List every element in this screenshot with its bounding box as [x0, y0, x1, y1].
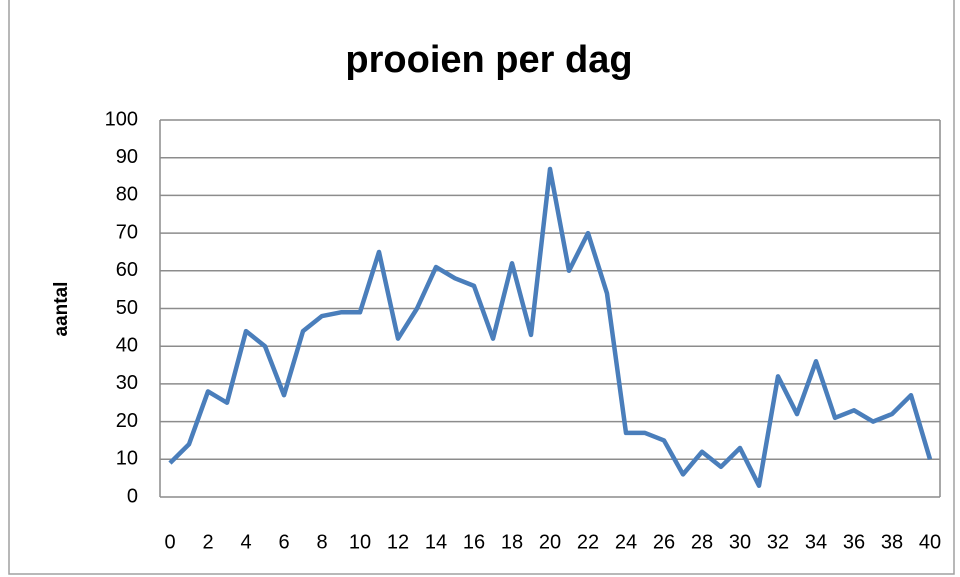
- y-tick-label: 20: [116, 410, 138, 432]
- x-tick-label: 22: [577, 531, 599, 553]
- x-tick-label: 0: [164, 531, 175, 553]
- x-tick-label: 12: [387, 531, 409, 553]
- y-tick-label: 60: [116, 259, 138, 281]
- y-tick-label: 30: [116, 372, 138, 394]
- x-tick-label: 4: [240, 531, 251, 553]
- x-tick-label: 34: [805, 531, 827, 553]
- y-axis-label: aantal: [51, 282, 72, 337]
- x-tick-label: 14: [425, 531, 447, 553]
- x-tick-label: 20: [539, 531, 561, 553]
- y-tick-label: 100: [105, 108, 138, 130]
- x-tick-label: 30: [729, 531, 751, 553]
- y-tick-label: 10: [116, 448, 138, 470]
- x-tick-label: 2: [202, 531, 213, 553]
- x-tick-label: 6: [278, 531, 289, 553]
- data-line: [168, 166, 933, 488]
- y-tick-label: 90: [116, 146, 138, 168]
- x-tick-label: 32: [767, 531, 789, 553]
- x-tick-label: 10: [349, 531, 371, 553]
- x-tick-label: 26: [653, 531, 675, 553]
- x-tick-label: 8: [316, 531, 327, 553]
- y-tick-label: 80: [116, 184, 138, 206]
- x-tick-label: 18: [501, 531, 523, 553]
- y-tick-label: 0: [127, 485, 138, 507]
- x-tick-label: 24: [615, 531, 637, 553]
- x-tick-label: 40: [919, 531, 941, 553]
- x-tick-label: 16: [463, 531, 485, 553]
- x-tick-label: 36: [843, 531, 865, 553]
- y-tick-label: 50: [116, 297, 138, 319]
- chart-frame: [8, 0, 955, 575]
- y-tick-label: 70: [116, 221, 138, 243]
- y-tick-label: 40: [116, 334, 138, 356]
- x-tick-label: 28: [691, 531, 713, 553]
- chart-title: prooien per dag: [345, 39, 632, 81]
- x-tick-label: 38: [881, 531, 903, 553]
